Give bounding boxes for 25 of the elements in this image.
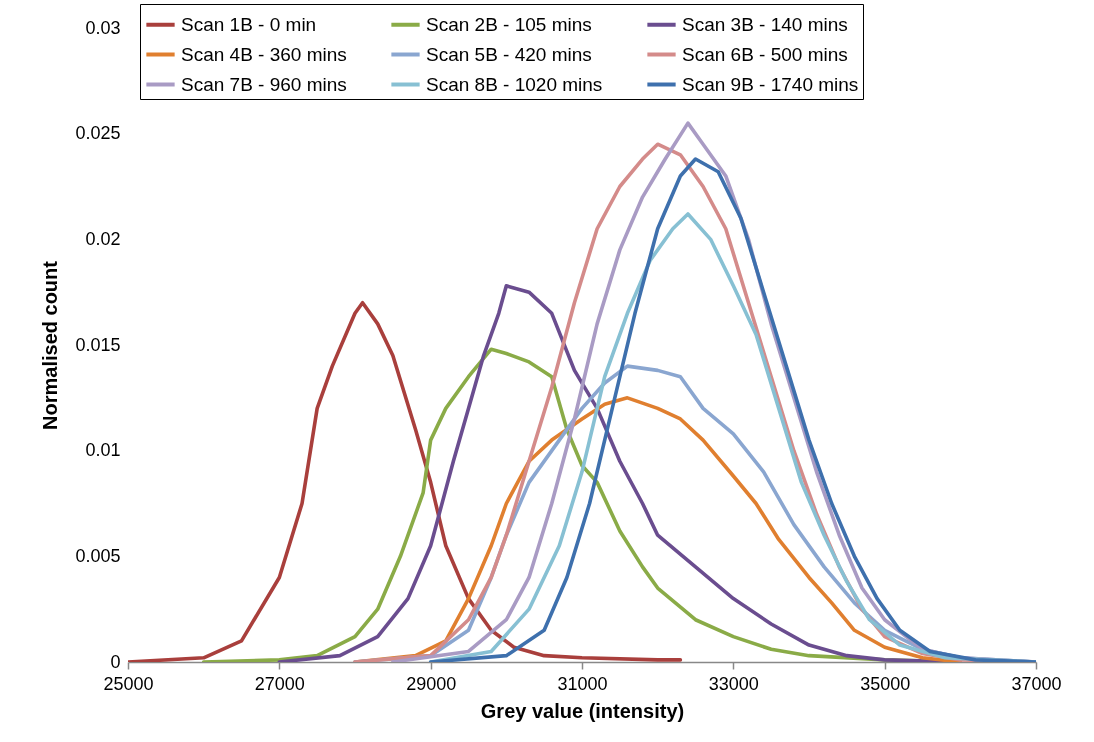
y-tick-label: 0.025 (75, 123, 121, 144)
legend-label: Scan 9B - 1740 mins (682, 73, 859, 95)
x-axis-title: Grey value (intensity) (480, 699, 685, 722)
legend-label: Scan 5B - 420 mins (426, 43, 592, 65)
legend-label: Scan 8B - 1020 mins (426, 73, 603, 95)
y-tick-label: 0.02 (85, 228, 121, 249)
x-tick-label: 31000 (557, 673, 608, 694)
x-tick-label: 27000 (254, 673, 305, 694)
legend-label: Scan 7B - 960 mins (181, 73, 347, 95)
legend-label: Scan 2B - 105 mins (426, 13, 592, 35)
x-tick-label: 25000 (103, 673, 154, 694)
y-tick-label: 0.005 (75, 545, 121, 566)
legend-label: Scan 3B - 140 mins (682, 13, 848, 35)
y-tick-label: 0.01 (85, 440, 121, 461)
y-axis-title: Normalised count (39, 260, 62, 430)
x-tick-label: 35000 (860, 673, 911, 694)
y-tick-label: 0.015 (75, 334, 121, 355)
legend-label: Scan 4B - 360 mins (181, 43, 347, 65)
legend-label: Scan 1B - 0 min (181, 13, 317, 35)
x-tick-label: 37000 (1011, 673, 1062, 694)
x-tick-label: 29000 (406, 673, 457, 694)
y-tick-label: 0 (110, 651, 121, 672)
legend-label: Scan 6B - 500 mins (682, 43, 848, 65)
y-tick-label: 0.03 (85, 17, 121, 38)
x-tick-label: 33000 (708, 673, 759, 694)
